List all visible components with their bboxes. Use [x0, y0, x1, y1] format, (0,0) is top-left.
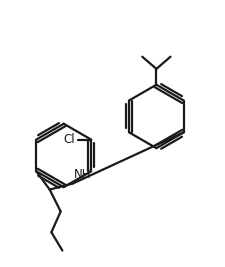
Text: NH: NH: [74, 168, 91, 180]
Text: Cl: Cl: [64, 133, 75, 146]
